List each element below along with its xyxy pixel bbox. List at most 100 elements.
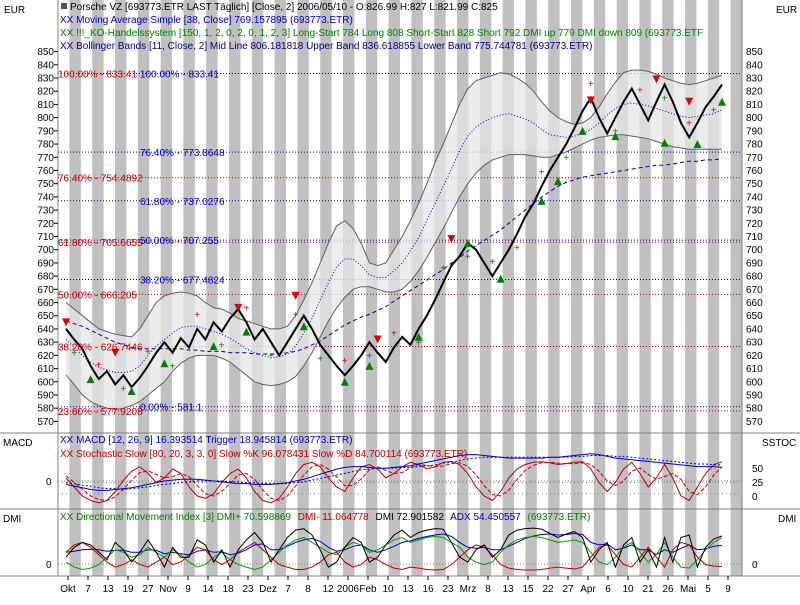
x-tick-label: 10	[382, 584, 394, 595]
x-tick-label: 21	[642, 584, 654, 595]
stochastic-slow-k-line	[65, 460, 723, 504]
dmi-line	[65, 527, 723, 569]
plus-marker: +	[514, 243, 520, 254]
buy-signal-triangle	[578, 126, 587, 135]
y-tick-label-right: 760	[746, 166, 763, 177]
instrument-swatch	[61, 3, 67, 9]
fib-label-blue: 0.00% - 581.1	[140, 403, 203, 414]
background-stripe	[707, 0, 720, 576]
x-tick-label: 2006	[337, 584, 360, 595]
plus-marker: +	[563, 153, 569, 164]
y-tick-label-left: 570	[37, 417, 54, 428]
fib-label-blue: 50.00% - 707.255	[140, 236, 219, 247]
y-tick-label-right: 790	[746, 126, 763, 137]
buy-signal-triangle	[340, 377, 349, 386]
y-tick-label-right: 810	[746, 100, 763, 111]
sell-signal-triangle	[234, 303, 243, 312]
x-tick-label: 7	[85, 584, 91, 595]
buy-signal-triangle	[209, 342, 218, 351]
sell-signal-triangle	[652, 75, 661, 84]
background-stripe	[571, 0, 583, 576]
y-tick-label-left: 660	[37, 298, 54, 309]
fib-label-red: 61.80% - 705.6655	[58, 238, 143, 249]
plus-marker: +	[145, 347, 151, 358]
y-tick-label-right: 590	[746, 390, 763, 401]
y-tick-label-left: 600	[37, 377, 54, 388]
background-stripe	[160, 0, 173, 576]
legend-dmi-plus: XX Directional Movement Index [3] DMI+ 7…	[60, 512, 291, 523]
buy-signal-triangle	[86, 375, 95, 384]
x-tick-label: 6	[605, 584, 611, 595]
y-tick-label-left: 760	[37, 166, 54, 177]
sell-signal-triangle	[373, 335, 382, 344]
background-stripe	[206, 0, 218, 576]
y-tick-label-right: 800	[746, 113, 763, 124]
y-tick-label-right: 830	[746, 74, 763, 85]
x-tick-label: 13	[402, 584, 414, 595]
buy-signal-triangle	[463, 239, 472, 248]
background-stripe	[183, 0, 195, 576]
x-tick-label: Okt	[60, 584, 76, 595]
x-tick-label: 14	[202, 584, 214, 595]
y-tick-label-right: 840	[746, 60, 763, 71]
x-tick-label: 12	[322, 584, 334, 595]
y-tick-label-left: 700	[37, 245, 54, 256]
fib-label-red: 50.00% - 666.205	[58, 290, 137, 301]
y-tick-label-left: 720	[37, 219, 54, 230]
background-stripe	[115, 0, 127, 576]
buy-signal-triangle	[414, 332, 423, 341]
x-tick-label: 9	[725, 584, 731, 595]
macd-line	[65, 453, 723, 491]
background-stripe	[137, 0, 150, 576]
y-tick-label-left: 740	[37, 192, 54, 203]
fib-label-blue: 100.00% - 833.41	[140, 70, 219, 81]
legend-macd: XX MACD [12, 26, 9] 16.393514 Trigger 18…	[60, 435, 352, 446]
y-tick-label-left: 670	[37, 285, 54, 296]
plus-marker: +	[317, 354, 323, 365]
chart-title: Porsche VZ [693773.ETR LAST Täglich] [Cl…	[70, 2, 498, 13]
sstoc-panel-label: SSTOC	[762, 438, 796, 449]
y-tick-label-left: 800	[37, 113, 54, 124]
plus-marker: +	[637, 85, 643, 96]
x-tick-label: Dez	[259, 584, 277, 595]
sstoc-tick-50: 50	[752, 464, 764, 475]
series-line-lower-band	[65, 134, 722, 411]
y-tick-label-left: 850	[37, 47, 54, 58]
y-tick-label-right: 640	[746, 324, 763, 335]
x-tick-label: 19	[122, 584, 134, 595]
sell-signal-triangle	[291, 291, 300, 300]
y-tick-label-left: 680	[37, 272, 54, 283]
dmi-tick-left-0: 0	[46, 560, 52, 571]
background-stripe	[92, 0, 104, 576]
y-tick-label-left: 790	[37, 126, 54, 137]
y-tick-label-right: 630	[746, 338, 763, 349]
plus-marker: +	[194, 310, 200, 321]
y-tick-label-left: 710	[37, 232, 54, 243]
background-stripe	[297, 0, 309, 576]
y-tick-label-left: 750	[37, 179, 54, 190]
y-tick-label-left: 770	[37, 153, 54, 164]
buy-signal-triangle	[496, 274, 505, 283]
background-stripe	[411, 0, 423, 576]
x-tick-label: 23	[242, 584, 254, 595]
background-stripe	[69, 0, 81, 576]
background-stripe	[662, 0, 674, 576]
y-tick-label-right: 680	[746, 272, 763, 283]
buy-signal-triangle	[242, 327, 251, 336]
buy-signal-triangle	[299, 322, 308, 331]
dmi-tick-right-0: 0	[752, 560, 758, 571]
fib-label-blue: 61.80% - 737.0276	[140, 197, 225, 208]
background-stripe	[593, 0, 606, 576]
plus-marker: +	[71, 349, 77, 360]
background-stripe	[365, 0, 378, 576]
x-tick-label: 8	[485, 584, 491, 595]
x-tick-label: 27	[562, 584, 574, 595]
x-tick-label: 15	[522, 584, 534, 595]
y-tick-label-left: 650	[37, 311, 54, 322]
y-tick-label-left: 630	[37, 338, 54, 349]
series-line-close	[65, 82, 723, 389]
sstoc-tick-25: 25	[752, 478, 764, 489]
macd-panel-label: MACD	[3, 438, 32, 449]
bollinger-band-area	[66, 70, 722, 410]
